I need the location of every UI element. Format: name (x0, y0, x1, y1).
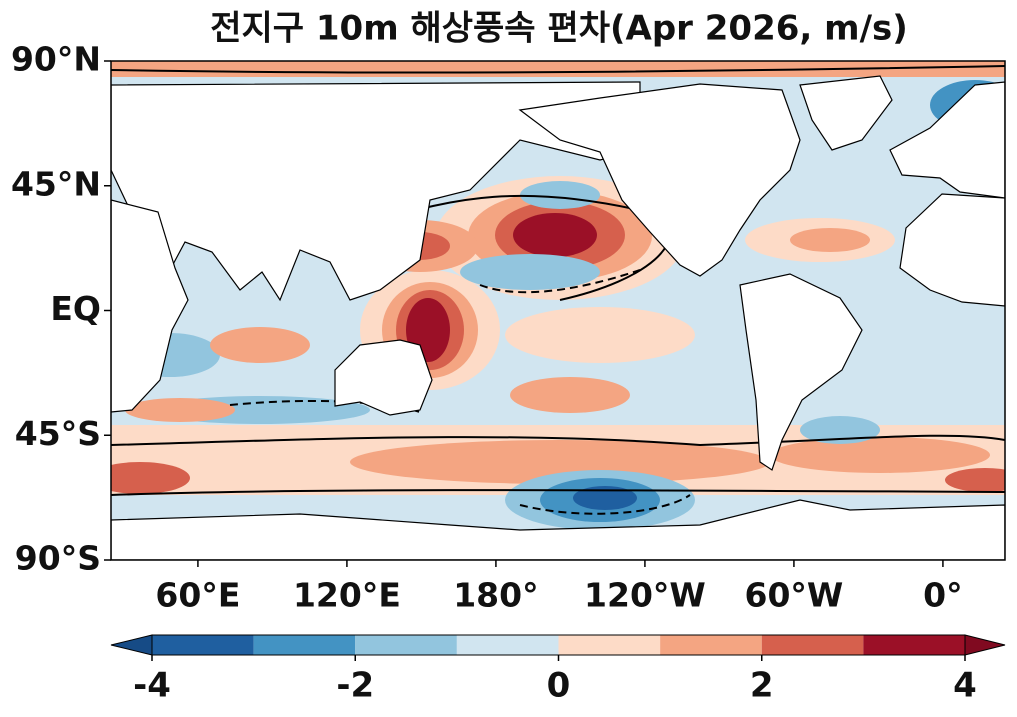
colorbar-bin (355, 635, 457, 655)
x-tick-label: 60°E (155, 576, 240, 615)
map-title: 전지구 10m 해상풍속 편차(Apr 2026, m/s) (210, 9, 908, 49)
colorbar-tick-label: 0 (547, 666, 571, 706)
y-tick-label: 45°S (15, 414, 101, 453)
y-tick-label: EQ (50, 289, 101, 328)
colorbar-tick-label: -4 (133, 666, 171, 706)
colorbar-bin (152, 635, 254, 655)
map-field (111, 61, 1005, 560)
x-tick-label: 60°W (745, 576, 844, 615)
x-tick-label: 120°W (584, 576, 706, 615)
x-tick-label: 180° (453, 576, 538, 615)
colorbar-tick-label: -2 (336, 666, 374, 706)
colorbar-bin (253, 635, 356, 655)
y-tick-label: 45°N (11, 164, 101, 203)
y-tick-label: 90°N (11, 40, 101, 79)
colorbar-bin (660, 635, 762, 655)
colorbar-bin (558, 635, 661, 655)
colorbar-bin (761, 635, 864, 655)
colorbar-bin (456, 635, 559, 655)
colorbar-under (110, 634, 153, 656)
colorbar-over (964, 634, 1006, 656)
x-tick-label: 120°E (293, 576, 401, 615)
x-tick-label: 0° (923, 576, 962, 615)
colorbar-tick-label: 2 (750, 666, 774, 706)
y-tick-label: 90°S (15, 539, 101, 578)
colorbar-bin (863, 635, 965, 655)
colorbar-tick-label: 4 (953, 666, 977, 706)
